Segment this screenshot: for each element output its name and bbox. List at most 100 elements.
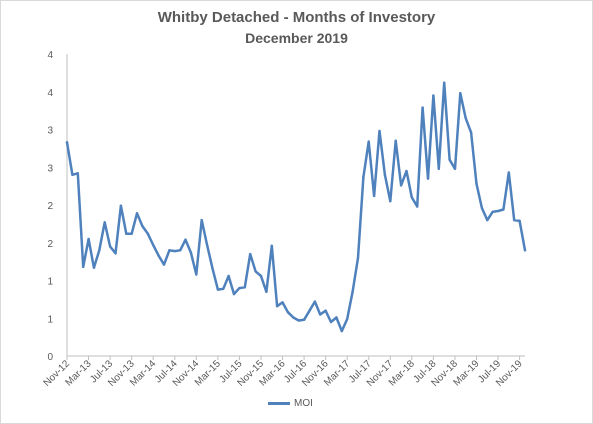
data-point	[491, 210, 494, 213]
data-point	[442, 81, 446, 84]
data-point	[297, 319, 300, 322]
data-point	[71, 173, 74, 176]
data-point	[243, 286, 247, 289]
y-tick-label: 4	[47, 88, 53, 99]
data-point	[92, 266, 96, 269]
data-point	[135, 212, 139, 215]
data-point	[313, 300, 317, 303]
data-point	[399, 184, 403, 187]
data-point	[146, 232, 150, 235]
legend-swatch-moi	[268, 402, 290, 405]
data-point	[184, 238, 187, 241]
data-point	[486, 218, 489, 222]
data-point	[448, 158, 451, 161]
data-point	[173, 249, 176, 253]
data-point	[383, 173, 387, 176]
y-tick-label: 1	[47, 314, 53, 325]
data-point	[367, 140, 370, 143]
data-point	[103, 221, 106, 224]
data-point	[76, 172, 79, 175]
data-point	[319, 313, 322, 316]
y-tick-label: 4	[47, 50, 53, 61]
data-point	[254, 270, 257, 273]
data-point	[302, 318, 306, 321]
data-point	[356, 256, 360, 260]
data-point	[157, 254, 160, 257]
data-point	[405, 169, 408, 173]
data-point	[496, 209, 500, 213]
data-point	[125, 232, 128, 235]
data-point	[232, 292, 236, 296]
data-point	[178, 249, 182, 252]
data-point	[345, 317, 349, 321]
chart-subtitle: December 2019	[245, 30, 348, 46]
data-point	[523, 249, 527, 252]
data-point	[410, 196, 414, 199]
y-tick-label: 2	[47, 239, 53, 250]
data-point	[195, 273, 198, 276]
data-point	[130, 232, 133, 235]
data-point	[378, 129, 381, 133]
data-point	[372, 194, 376, 198]
data-point	[238, 286, 241, 290]
data-point	[513, 218, 516, 222]
data-point	[281, 301, 284, 304]
data-point	[141, 224, 144, 228]
data-point	[270, 244, 273, 247]
data-point	[189, 251, 193, 254]
data-point	[259, 274, 263, 278]
data-point	[81, 265, 85, 269]
data-point	[432, 94, 435, 97]
data-point	[308, 309, 311, 312]
data-point	[426, 177, 430, 180]
y-tick-label: 3	[47, 163, 53, 174]
data-point	[152, 243, 155, 247]
data-point	[200, 218, 203, 222]
data-point	[275, 304, 279, 308]
data-point	[340, 329, 343, 333]
data-point	[475, 182, 478, 186]
legend-label-moi: MOI	[294, 398, 313, 409]
chart-title: Whitby Detached - Months of Investory	[157, 9, 436, 26]
data-point	[324, 309, 327, 312]
chart-legend: MOI	[268, 398, 313, 409]
data-point	[286, 311, 290, 314]
data-point	[227, 274, 230, 278]
data-point	[329, 320, 333, 324]
data-point	[168, 249, 171, 252]
data-point	[459, 92, 462, 95]
data-point	[453, 167, 457, 170]
data-point	[389, 200, 392, 203]
data-point	[507, 171, 511, 174]
data-point	[335, 316, 338, 319]
data-point	[216, 288, 220, 291]
data-point	[162, 263, 166, 266]
data-point	[351, 290, 354, 294]
data-point	[437, 167, 440, 170]
data-point	[114, 252, 117, 255]
data-point	[87, 237, 90, 241]
data-point	[222, 287, 225, 291]
data-point	[464, 116, 467, 120]
data-point	[211, 267, 214, 270]
data-point	[249, 252, 252, 256]
data-point	[502, 208, 505, 211]
y-tick-label: 0	[47, 352, 53, 363]
data-point	[98, 249, 101, 252]
data-point	[518, 219, 521, 223]
data-point	[205, 243, 209, 247]
y-tick-label: 1	[47, 277, 53, 288]
data-point	[416, 205, 419, 208]
data-point	[421, 106, 424, 109]
data-point	[265, 290, 268, 294]
data-point	[362, 175, 365, 179]
data-point	[469, 131, 473, 134]
data-point	[119, 204, 123, 207]
series-line-moi	[65, 81, 527, 333]
data-point	[394, 139, 397, 143]
data-point	[65, 141, 69, 144]
data-point	[292, 316, 295, 319]
y-tick-label: 2	[47, 201, 53, 212]
y-tick-label: 3	[47, 126, 53, 137]
